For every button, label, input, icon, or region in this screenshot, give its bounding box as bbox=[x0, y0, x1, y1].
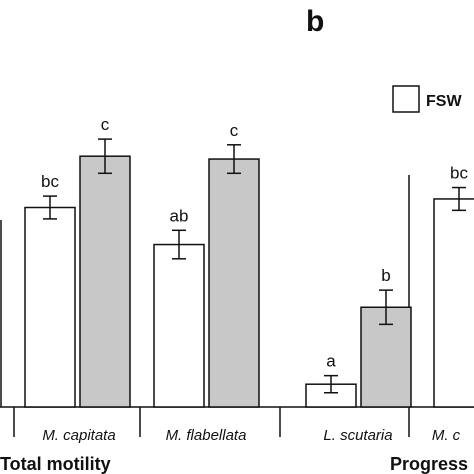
error-bar-series-1-category-2 bbox=[172, 229, 186, 260]
category-label-4: M. c bbox=[432, 427, 461, 444]
legend-label-fsw: FSW bbox=[426, 93, 462, 110]
error-bar-series-1-category-4 bbox=[452, 186, 466, 212]
error-bar-series-1-category-1 bbox=[43, 195, 57, 220]
significance-label-series-2-category-3: b bbox=[381, 266, 390, 285]
category-label-3: L. scutaria bbox=[323, 427, 392, 444]
error-bar-series-1-category-3 bbox=[324, 374, 338, 394]
bar-series-1-category-1 bbox=[24, 206, 76, 408]
bar-series-1-category-4 bbox=[433, 198, 474, 408]
group-title-2: Progress bbox=[390, 454, 468, 474]
legend-swatch-fsw bbox=[392, 85, 420, 113]
group-title-1: Total motility bbox=[0, 454, 111, 474]
significance-label-series-1-category-4: bc bbox=[450, 164, 468, 183]
error-bar-series-2-category-2 bbox=[227, 144, 241, 175]
bar-series-1-category-2 bbox=[153, 243, 205, 408]
significance-label-series-2-category-2: c bbox=[230, 121, 239, 140]
bar-series-2-category-2 bbox=[208, 158, 260, 408]
significance-label-series-1-category-3: a bbox=[326, 352, 336, 371]
legend: FSW bbox=[392, 85, 462, 113]
panel-label: b bbox=[306, 5, 324, 38]
significance-label-series-1-category-1: bc bbox=[41, 172, 59, 191]
category-label-1: M. capitata bbox=[42, 427, 115, 444]
category-label-2: M. flabellata bbox=[166, 427, 247, 444]
error-bar-series-2-category-3 bbox=[379, 289, 393, 326]
significance-label-series-1-category-2: ab bbox=[170, 206, 189, 225]
labels-layer: bc ab a bc c c b M. capitata M. flabellata L. scu… bbox=[0, 115, 468, 474]
error-bar-series-2-category-1 bbox=[98, 138, 112, 175]
bars-layer bbox=[24, 138, 474, 408]
bar-series-2-category-1 bbox=[79, 155, 131, 408]
significance-label-series-2-category-1: c bbox=[101, 115, 110, 134]
